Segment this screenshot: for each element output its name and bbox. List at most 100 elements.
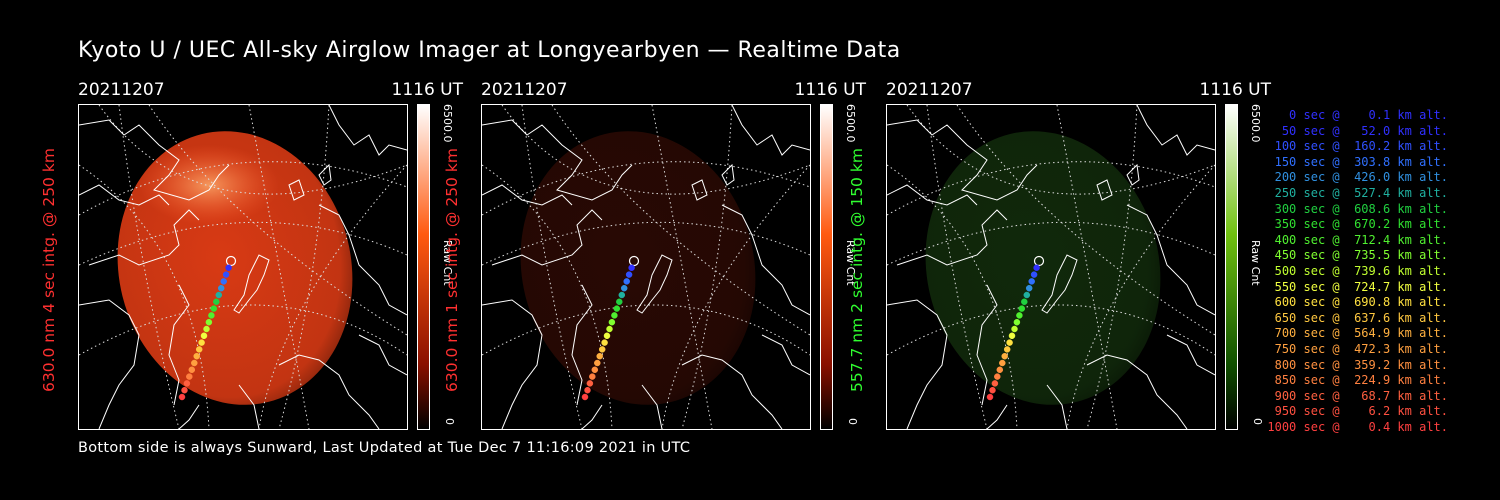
legend-entry: 250 sec @ 527.4 km alt.	[1267, 185, 1448, 200]
trajectory-point	[217, 284, 225, 292]
trajectory-point	[991, 380, 999, 387]
trajectory-point	[1013, 318, 1021, 326]
wavelength-label: 630.0 nm 4 sec intg. @ 250 km	[40, 148, 58, 392]
trajectory-point	[586, 380, 594, 387]
trajectory-point	[1021, 298, 1028, 306]
geo-grid	[79, 105, 407, 429]
colorbar-min: 0	[443, 418, 456, 425]
coastlines	[887, 105, 1215, 429]
trajectory-point	[596, 352, 603, 360]
airglow-bright-region	[139, 145, 279, 225]
trajectory-point	[594, 359, 601, 367]
colorbar-min: 0	[846, 418, 859, 425]
trajectory-point	[225, 264, 232, 272]
trajectory-point	[208, 312, 215, 319]
trajectory-point	[616, 298, 623, 306]
coastlines	[79, 105, 407, 429]
trajectory-point	[611, 312, 618, 319]
trajectory-point	[1001, 352, 1008, 360]
trajectory-point	[601, 339, 608, 346]
trajectory-point	[186, 373, 193, 380]
wavelength-label: 630.0 nm 1 sec intg. @ 250 km	[443, 148, 461, 392]
legend-entry: 550 sec @ 724.7 km alt.	[1267, 279, 1448, 294]
trajectory-point	[628, 255, 640, 267]
page-title: Kyoto U / UEC All-sky Airglow Imager at …	[78, 38, 901, 63]
trajectory-point	[178, 393, 186, 401]
trajectory-point	[581, 393, 589, 401]
allsky-map-svg	[79, 105, 407, 429]
trajectory-point	[1003, 346, 1011, 353]
legend-entry: 650 sec @ 637.6 km alt.	[1267, 310, 1448, 325]
trajectory-point	[986, 393, 994, 401]
allsky-map-svg	[482, 105, 810, 429]
trajectory-point	[603, 332, 611, 340]
trajectory-point	[1033, 255, 1045, 267]
panel-time: 1116 UT	[1199, 80, 1272, 100]
image-panel: 20211207 1116 UT 630.0 nm 4 sec intg. @ …	[40, 80, 538, 440]
trajectory-point	[994, 373, 1001, 380]
legend-entry: 150 sec @ 303.8 km alt.	[1267, 154, 1448, 169]
allsky-map	[886, 104, 1216, 430]
geo-grid	[887, 105, 1215, 429]
trajectory-point	[210, 305, 218, 312]
trajectory-point	[591, 366, 599, 374]
geo-grid	[482, 105, 810, 429]
trajectory-point	[198, 339, 205, 346]
trajectory-point	[628, 264, 635, 272]
trajectory-point	[200, 332, 208, 340]
trajectory-track	[178, 255, 237, 401]
panel-time: 1116 UT	[391, 80, 464, 100]
colorbar	[1225, 104, 1238, 430]
trajectory-point	[584, 386, 591, 394]
legend-entry: 800 sec @ 359.2 km alt.	[1267, 357, 1448, 372]
trajectory-point	[222, 271, 230, 278]
trajectory-point	[193, 352, 200, 360]
trajectory-track	[581, 255, 640, 401]
wavelength-label: 557.7 nm 2 sec intg. @ 150 km	[848, 148, 866, 392]
legend-entry: 950 sec @ 6.2 km alt.	[1267, 404, 1448, 419]
trajectory-point	[191, 359, 198, 367]
trajectory-point	[195, 346, 203, 353]
trajectory-track	[986, 255, 1045, 401]
trajectory-point	[188, 366, 196, 374]
trajectory-point	[989, 386, 996, 394]
trajectory-point	[625, 271, 633, 278]
trajectory-point	[225, 255, 237, 267]
colorbar	[417, 104, 430, 430]
trajectory-point	[1011, 325, 1018, 333]
trajectory-point	[1030, 271, 1038, 278]
trajectory-legend: 0 sec @ 0.1 km alt. 50 sec @ 52.0 km alt…	[1258, 108, 1448, 435]
panel-time: 1116 UT	[794, 80, 867, 100]
trajectory-point	[606, 325, 613, 333]
trajectory-point	[203, 325, 210, 333]
airglow-image	[520, 131, 756, 405]
trajectory-point	[608, 318, 616, 326]
legend-entry: 1000 sec @ 0.4 km alt.	[1267, 419, 1448, 434]
trajectory-point	[618, 291, 626, 299]
trajectory-point	[1008, 332, 1016, 340]
trajectory-point	[183, 380, 191, 387]
trajectory-point	[213, 298, 220, 306]
legend-entry: 600 sec @ 690.8 km alt.	[1267, 295, 1448, 310]
legend-entry: 700 sec @ 564.9 km alt.	[1267, 326, 1448, 341]
coastlines	[482, 105, 810, 429]
colorbar	[820, 104, 833, 430]
trajectory-point	[1018, 305, 1026, 312]
trajectory-point	[1006, 339, 1013, 346]
trajectory-point	[205, 318, 213, 326]
allsky-map	[481, 104, 811, 430]
image-panel: 20211207 1116 UT 630.0 nm 1 sec intg. @ …	[443, 80, 941, 440]
trajectory-point	[1028, 278, 1035, 285]
trajectory-point	[613, 305, 621, 312]
trajectory-point	[623, 278, 630, 285]
footer-status: Bottom side is always Sunward, Last Upda…	[78, 440, 691, 456]
trajectory-point	[181, 386, 188, 394]
legend-entry: 0 sec @ 0.1 km alt.	[1267, 108, 1448, 122]
legend-entry: 450 sec @ 735.5 km alt.	[1267, 248, 1448, 263]
trajectory-point	[215, 291, 223, 299]
image-panel: 20211207 1116 UT 557.7 nm 2 sec intg. @ …	[848, 80, 1346, 440]
legend-entry: 500 sec @ 739.6 km alt.	[1267, 263, 1448, 278]
trajectory-point	[1025, 284, 1033, 292]
legend-entry: 50 sec @ 52.0 km alt.	[1267, 123, 1448, 138]
legend-entry: 350 sec @ 670.2 km alt.	[1267, 217, 1448, 232]
